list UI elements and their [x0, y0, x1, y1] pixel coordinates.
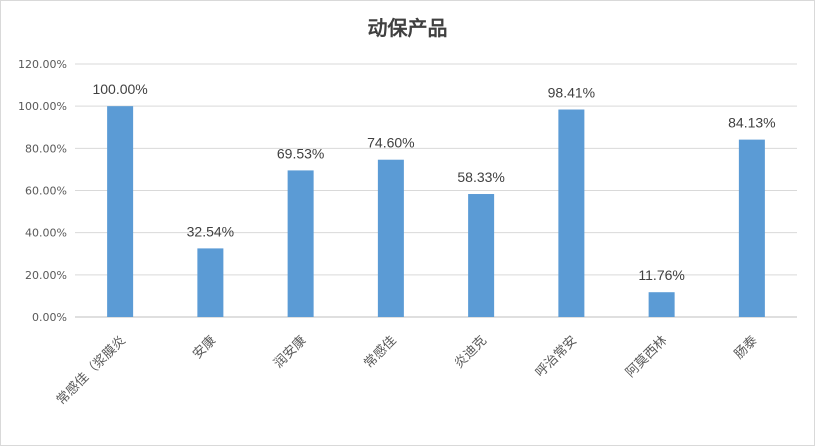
x-tick-label: 肠泰: [732, 333, 761, 362]
x-axis-labels: 常感佳（浆膜炎 安康 润安康 常感佳 炎迪克 呼治常安 阿莫西林 肠泰: [53, 333, 760, 409]
y-tick-label: 60.00%: [25, 185, 67, 198]
data-label: 100.00%: [92, 81, 147, 97]
bars: [107, 106, 765, 318]
bar: [468, 194, 495, 317]
data-label: 74.60%: [367, 135, 414, 151]
bar: [648, 292, 675, 317]
chart-title: 动保产品: [367, 16, 448, 40]
gridlines: [75, 63, 797, 318]
y-tick-label: 80.00%: [25, 142, 67, 155]
bar: [107, 106, 134, 318]
data-label: 69.53%: [277, 145, 324, 161]
y-tick-label: 120.00%: [18, 58, 67, 71]
x-tick-label: 润安康: [271, 333, 310, 372]
data-label: 98.41%: [548, 85, 595, 101]
y-tick-label: 20.00%: [25, 269, 67, 282]
bar: [377, 159, 404, 317]
bar: [738, 139, 765, 317]
y-tick-label: 40.00%: [25, 227, 67, 240]
data-label: 84.13%: [728, 115, 775, 131]
data-label: 11.76%: [638, 267, 684, 283]
x-tick-label: 呼治常安: [533, 333, 580, 380]
x-tick-label: 常感佳: [361, 333, 400, 372]
x-tick-label: 炎迪克: [452, 333, 490, 371]
x-tick-label: 阿莫西林: [623, 333, 670, 380]
data-labels: 100.00% 32.54% 69.53% 74.60% 58.33% 98.41% 11.…: [92, 81, 775, 283]
data-label: 32.54%: [187, 223, 234, 239]
data-label: 58.33%: [457, 169, 504, 185]
y-axis-ticks: 0.00% 20.00% 40.00% 60.00% 80.00% 100.00% 120.…: [18, 58, 67, 324]
bar: [197, 248, 224, 317]
x-tick-label: 安康: [189, 333, 219, 363]
y-tick-label: 100.00%: [18, 100, 67, 113]
bar: [558, 109, 585, 317]
x-tick-label: 常感佳（浆膜炎: [53, 333, 129, 409]
y-tick-label: 0.00%: [32, 311, 67, 324]
bar: [287, 170, 314, 317]
